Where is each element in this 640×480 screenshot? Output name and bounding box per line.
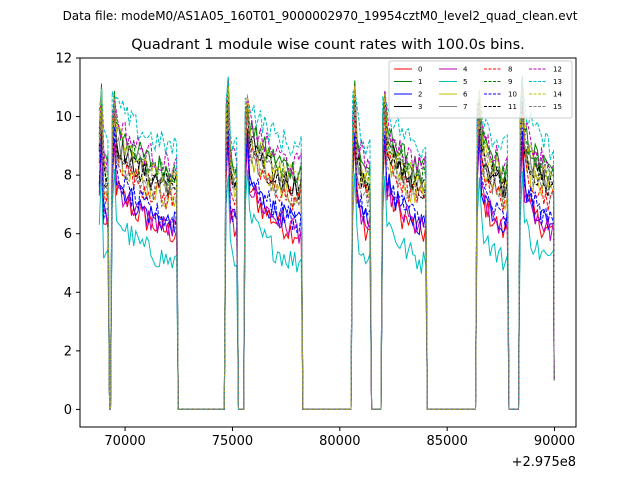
y-tick-label: 2	[64, 344, 72, 359]
series-line-12	[98, 78, 555, 410]
series-line-10	[98, 126, 555, 410]
y-tick-label: 4	[64, 286, 72, 301]
y-tick-label: 8	[64, 169, 72, 184]
legend-label-14: 14	[553, 91, 562, 99]
series-line-15	[98, 102, 555, 410]
series-line-5	[98, 168, 555, 410]
x-tick-label: 80000	[319, 434, 360, 449]
x-tick-label: 90000	[534, 434, 575, 449]
legend-label-8: 8	[508, 66, 512, 74]
y-tick-label: 12	[55, 52, 72, 67]
series-line-13	[98, 76, 555, 410]
legend-label-7: 7	[463, 103, 467, 111]
legend-label-1: 1	[418, 78, 422, 86]
legend-label-10: 10	[508, 91, 517, 99]
y-tick-label: 0	[64, 403, 72, 418]
legend-label-11: 11	[508, 103, 517, 111]
x-tick-label: 70000	[104, 434, 145, 449]
legend-label-4: 4	[463, 66, 468, 74]
series-line-7	[98, 88, 555, 410]
legend-label-15: 15	[553, 103, 562, 111]
x-axis-offset-label: +2.975e8	[512, 455, 576, 470]
series-line-11	[98, 95, 555, 410]
plot-area-frame	[79, 57, 577, 428]
legend-label-0: 0	[418, 66, 422, 74]
legend-label-2: 2	[418, 91, 422, 99]
x-tick-label: 75000	[212, 434, 253, 449]
series-line-8	[98, 105, 555, 410]
series-line-4	[98, 134, 555, 410]
legend-label-9: 9	[508, 78, 512, 86]
x-tick-label: 85000	[426, 434, 467, 449]
legend-box	[388, 60, 573, 119]
legend-label-12: 12	[553, 66, 562, 74]
chart-suptitle: Data file: modeM0/AS1A05_160T01_90000029…	[63, 9, 578, 23]
legend-label-13: 13	[553, 78, 562, 86]
chart-title: Quadrant 1 module wise count rates with …	[131, 37, 525, 53]
y-tick-label: 6	[64, 227, 72, 242]
legend-label-3: 3	[418, 103, 422, 111]
y-tick-label: 10	[55, 110, 72, 125]
legend-label-6: 6	[463, 91, 468, 99]
plot-lines	[98, 76, 555, 410]
legend-label-5: 5	[463, 78, 467, 86]
